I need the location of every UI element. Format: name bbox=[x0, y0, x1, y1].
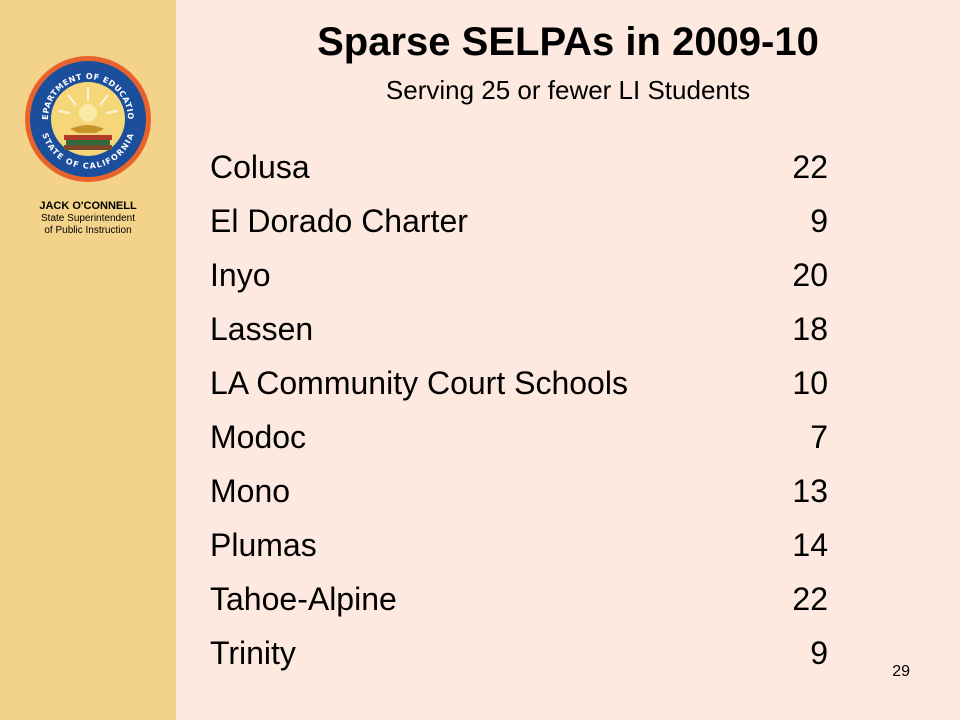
student-count: 22 bbox=[792, 149, 828, 185]
page-number: 29 bbox=[892, 663, 910, 680]
superintendent-block: JACK O'CONNELL State Superintendent of P… bbox=[0, 200, 176, 237]
selpa-name: Colusa bbox=[210, 149, 310, 185]
list-item: El Dorado Charter 9 bbox=[210, 194, 830, 248]
student-count: 9 bbox=[810, 203, 828, 239]
list-item: Plumas 14 bbox=[210, 518, 830, 572]
student-count: 22 bbox=[792, 581, 828, 617]
sidebar: DEPARTMENT OF EDUCATION STATE OF CALIFOR… bbox=[0, 0, 176, 720]
selpa-name: Plumas bbox=[210, 527, 317, 563]
selpa-name: Mono bbox=[210, 473, 291, 509]
list-item: Modoc 7 bbox=[210, 410, 830, 464]
superintendent-role-line2: of Public Instruction bbox=[44, 225, 132, 236]
slide-title: Sparse SELPAs in 2009-10 bbox=[317, 20, 819, 64]
student-count: 13 bbox=[792, 473, 828, 509]
department-of-education-seal-icon: DEPARTMENT OF EDUCATION STATE OF CALIFOR… bbox=[24, 55, 152, 183]
student-count: 14 bbox=[792, 527, 828, 563]
student-count: 20 bbox=[792, 257, 828, 293]
list-item: Mono 13 bbox=[210, 464, 830, 518]
list-item: Colusa 22 bbox=[210, 140, 830, 194]
selpa-name: Inyo bbox=[210, 257, 271, 293]
superintendent-name: JACK O'CONNELL bbox=[39, 200, 137, 212]
selpa-name: Lassen bbox=[210, 311, 314, 347]
list-item: Tahoe-Alpine 22 bbox=[210, 572, 830, 626]
slide-subtitle: Serving 25 or fewer LI Students bbox=[385, 75, 751, 105]
student-count: 18 bbox=[792, 311, 828, 347]
selpa-name: El Dorado Charter bbox=[210, 203, 468, 239]
superintendent-role-line1: State Superintendent bbox=[41, 213, 135, 224]
student-count: 7 bbox=[810, 419, 828, 455]
selpa-name: Modoc bbox=[210, 419, 307, 455]
student-count: 9 bbox=[810, 635, 828, 671]
selpa-name: Tahoe-Alpine bbox=[210, 581, 397, 617]
selpa-name: Trinity bbox=[210, 635, 296, 671]
selpa-list: Colusa 22 El Dorado Charter 9 Inyo 20 La… bbox=[210, 140, 830, 680]
student-count: 10 bbox=[792, 365, 828, 401]
list-item: LA Community Court Schools 10 bbox=[210, 356, 830, 410]
selpa-name: LA Community Court Schools bbox=[210, 365, 628, 401]
list-item: Trinity 9 bbox=[210, 626, 830, 680]
list-item: Lassen 18 bbox=[210, 302, 830, 356]
list-item: Inyo 20 bbox=[210, 248, 830, 302]
